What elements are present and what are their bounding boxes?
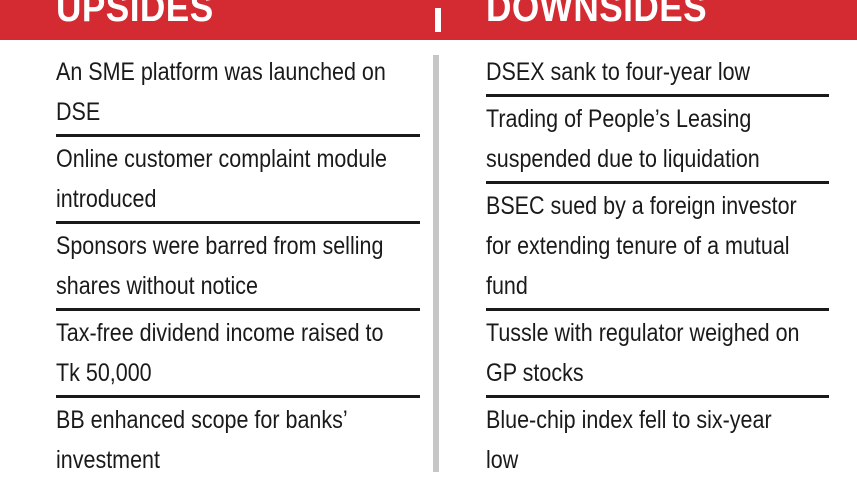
item-line: suspended due to liquidation [486,145,760,173]
item-rule [486,395,829,398]
list-item: Tussle with regulator weighed on GP stoc… [486,313,829,393]
item-line: DSE [56,98,101,126]
list-item: Sponsors were barred from selling shares… [56,226,420,306]
item-line: BSEC sued by a foreign investor [486,192,797,220]
item-line: Trading of People’s Leasing [486,105,752,133]
list-item: BB enhanced scope for banks’ investment [56,400,420,480]
item-line: Online customer complaint module [56,145,388,173]
downsides-list: DSEX sank to four-year low Trading of Pe… [486,52,829,480]
downsides-title: DOWNSIDES [486,0,708,30]
item-rule [486,94,829,97]
item-line: fund [486,272,528,300]
item-line: for extending tenure of a mutual [486,232,790,260]
item-line: An SME platform was launched on [56,58,386,86]
item-rule [56,134,420,137]
item-line: DSEX sank to four-year low [486,58,751,86]
item-rule [56,395,420,398]
list-item: BSEC sued by a foreign investor for exte… [486,186,829,306]
list-item: Blue-chip index fell to six-year low [486,400,829,480]
column-divider [433,55,439,472]
item-line: shares without notice [56,272,258,300]
item-rule [56,221,420,224]
item-line: introduced [56,185,157,213]
list-item: An SME platform was launched on DSE [56,52,420,132]
upsides-title: UPSIDES [56,0,214,30]
list-item: Trading of People’s Leasing suspended du… [486,99,829,179]
header-banner: UPSIDES DOWNSIDES [0,0,857,40]
list-item: Online customer complaint module introdu… [56,139,420,219]
item-line: Blue-chip index fell to six-year [486,406,772,434]
item-line: Sponsors were barred from selling [56,232,384,260]
item-line: GP stocks [486,359,584,387]
header-separator [435,8,441,32]
item-rule [56,308,420,311]
item-line: Tk 50,000 [56,359,152,387]
item-line: low [486,446,519,474]
list-item: Tax-free dividend income raised to Tk 50… [56,313,420,393]
list-item: DSEX sank to four-year low [486,52,829,92]
item-line: Tax-free dividend income raised to [56,319,384,347]
item-rule [486,308,829,311]
item-line: Tussle with regulator weighed on [486,319,800,347]
upsides-list: An SME platform was launched on DSE Onli… [56,52,420,480]
item-line: BB enhanced scope for banks’ [56,406,348,434]
item-rule [486,181,829,184]
item-line: investment [56,446,160,474]
